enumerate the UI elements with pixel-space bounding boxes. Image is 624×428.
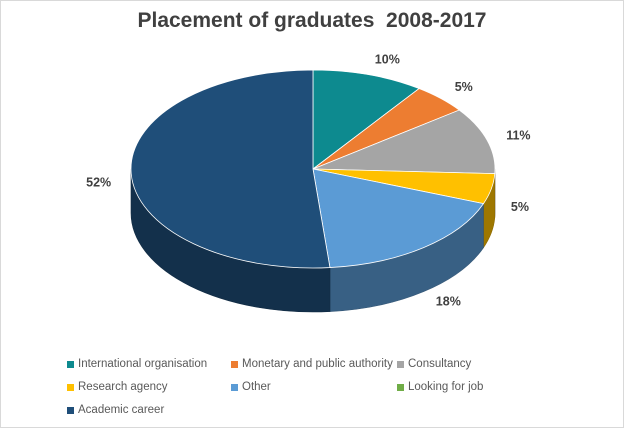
legend-item-looking-for-job: Looking for job bbox=[397, 381, 483, 393]
legend-item-research-agency: Research agency bbox=[67, 381, 168, 393]
legend-swatch bbox=[67, 383, 74, 391]
legend-label: Research agency bbox=[78, 381, 168, 393]
legend-swatch bbox=[231, 383, 238, 391]
legend-label: Monetary and public authority bbox=[242, 358, 393, 370]
legend-item-monetary-and-public-authority: Monetary and public authority bbox=[231, 358, 393, 370]
data-label-other: 18% bbox=[436, 294, 461, 308]
data-label-research-agency: 5% bbox=[511, 200, 529, 214]
legend-item-other: Other bbox=[231, 381, 271, 393]
legend-item-academic-career: Academic career bbox=[67, 404, 164, 416]
legend-label: Academic career bbox=[78, 404, 165, 416]
legend-swatch bbox=[231, 360, 238, 368]
legend-item-international-organisation: International organisation bbox=[67, 358, 207, 370]
slice-international-organisation bbox=[312, 69, 420, 170]
legend-label: Other bbox=[242, 381, 271, 393]
legend-swatch bbox=[67, 360, 74, 368]
data-label-international-organisation: 10% bbox=[375, 53, 400, 67]
legend-label: Looking for job bbox=[408, 381, 484, 393]
slice-academic-career bbox=[130, 69, 331, 269]
data-label-consultancy: 11% bbox=[506, 129, 530, 143]
data-label-monetary-and-public-authority: 5% bbox=[455, 80, 473, 94]
chart-title: Placement of graduates 2008-2017 bbox=[137, 9, 487, 32]
slice-other bbox=[312, 168, 484, 268]
legend-label: International organisation bbox=[78, 358, 208, 370]
legend-swatch bbox=[397, 383, 404, 391]
legend-swatch bbox=[67, 406, 74, 414]
legend-swatch bbox=[397, 360, 404, 368]
legend-label: Consultancy bbox=[408, 358, 472, 370]
legend-item-consultancy: Consultancy bbox=[397, 358, 471, 370]
data-label-academic-career: 52% bbox=[86, 175, 111, 189]
slice-consultancy bbox=[312, 109, 496, 175]
